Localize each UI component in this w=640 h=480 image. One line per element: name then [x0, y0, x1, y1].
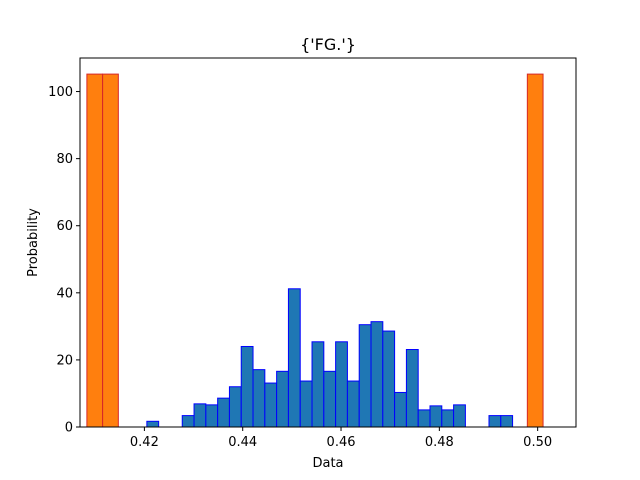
histogram-bar-series-0-bin-8	[193, 403, 207, 428]
histogram-bar-series-0-bin-14	[264, 382, 278, 428]
histogram-bar-series-0-bin-26	[405, 349, 419, 428]
y-tick-label: 40	[56, 286, 73, 301]
histogram-bar-series-0-bin-17	[299, 380, 313, 428]
histogram-bar-series-0-bin-20	[335, 341, 348, 428]
histogram-bar-series-0-bin-13	[252, 369, 266, 428]
x-tick-label: 0.50	[523, 435, 552, 450]
y-tick-label: 0	[65, 421, 73, 436]
histogram-bar-series-0-bin-22	[358, 324, 372, 428]
histogram-bar-series-1-bin-1	[102, 73, 119, 428]
y-tick-label: 60	[56, 219, 73, 234]
histogram-bar-series-0-bin-16	[287, 288, 301, 428]
histogram-bar-series-0-bin-33	[488, 415, 502, 428]
histogram-bar-series-0-bin-15	[276, 370, 289, 428]
y-tick-label: 100	[48, 85, 73, 100]
histogram-bar-series-0-bin-27	[417, 409, 431, 428]
x-axis-label: Data	[312, 456, 343, 471]
histogram-bar-series-0-bin-30	[453, 404, 466, 428]
histogram-bar-series-0-bin-7	[181, 415, 195, 428]
histogram-bar-series-0-bin-4	[146, 420, 160, 428]
y-tick-label: 80	[56, 152, 73, 167]
y-axis-ticks: 0 20 40 60 80 100	[48, 85, 80, 436]
histogram-bar-series-1-bin-28	[526, 73, 544, 428]
histogram-bar-series-0-bin-21	[346, 380, 360, 428]
y-axis-label: Probability	[26, 208, 41, 277]
histogram-bar-series-0-bin-19	[323, 370, 337, 428]
histogram-bar-series-0-bin-18	[311, 341, 325, 428]
x-axis-ticks: 0.42 0.44 0.46 0.48 0.50	[130, 427, 552, 450]
histogram-bar-series-0-bin-9	[205, 404, 219, 428]
histogram-bar-series-0-bin-28	[429, 405, 443, 428]
histogram-bar-series-0-bin-10	[217, 397, 230, 428]
histogram-bar-series-0-bin-29	[441, 409, 455, 428]
histogram-bar-series-0-bin-12	[240, 345, 254, 428]
histogram-bar-series-0-bin-25	[394, 391, 407, 428]
histogram-bar-series-0-bin-23	[370, 321, 384, 428]
x-tick-label: 0.42	[130, 435, 159, 450]
histogram-bar-series-0-bin-34	[500, 415, 514, 428]
chart-title: {'FG.'}	[300, 35, 356, 54]
histogram-bar-series-0-bin-11	[228, 386, 242, 428]
plot-frame	[79, 57, 577, 428]
y-tick-label: 20	[56, 353, 73, 368]
x-tick-label: 0.46	[327, 435, 356, 450]
histogram-bar-series-0-bin-24	[382, 330, 396, 428]
histogram-bar-series-1-bin-0	[86, 73, 104, 428]
x-tick-label: 0.48	[425, 435, 454, 450]
x-tick-label: 0.44	[228, 435, 257, 450]
